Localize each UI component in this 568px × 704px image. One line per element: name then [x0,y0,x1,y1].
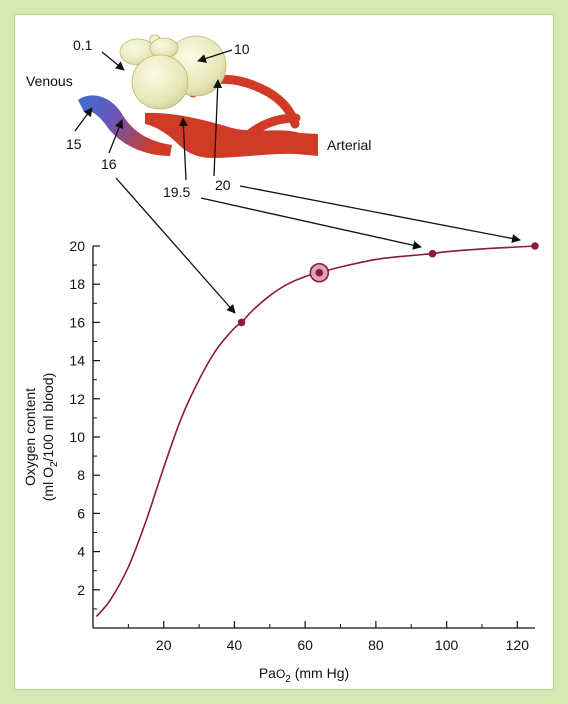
x-tick-label: 120 [506,637,530,653]
pointer-arrows [74,49,521,314]
data-point [428,249,437,258]
x-ticks: 20 40 60 80 100 120 [127,621,530,653]
y-axis-label: Oxygen content [22,388,38,486]
oxygen-content-chart: 2 4 6 8 10 12 14 16 18 20 20 40 60 80 100 120 Oxygen c… [22,238,539,685]
arrow-capillary [178,117,188,181]
dissociation-curve [95,245,536,618]
x-tick-label: 100 [435,637,459,653]
label-mixed-value: 16 [101,156,117,172]
x-tick-label: 60 [297,637,313,653]
y-tick-label: 18 [69,276,85,292]
y-tick-label: 12 [69,391,85,407]
arrow-to-16 [115,177,236,314]
data-points [237,242,539,327]
arterial-vessel [145,112,318,158]
data-point [531,242,539,250]
y-tick-label: 16 [69,314,85,330]
label-arterial: Arterial [327,137,371,153]
y-tick-label: 20 [69,238,85,254]
arrow-lung-right [197,49,233,63]
y-tick-label: 8 [77,467,85,483]
label-venous: Venous [26,73,73,89]
x-tick-label: 80 [368,637,384,653]
y-tick-label: 14 [69,353,85,369]
arrow-to-20 [239,185,521,243]
label-venous-value: 15 [66,136,82,152]
label-lung-upper: 0.1 [73,37,93,53]
y-tick-label: 4 [77,544,85,560]
y-ticks: 2 4 6 8 10 12 14 16 18 20 [69,238,100,610]
arrow-venous [74,107,93,132]
arrow-arterial [213,79,223,177]
alveolus-illustration [78,34,318,158]
y-axis-label-units: (ml O2/100 ml blood) [40,373,60,502]
alveoli [119,34,227,110]
label-arterial-value: 20 [215,177,231,193]
label-capillary-value: 19.5 [163,184,190,200]
y-tick-label: 2 [77,582,85,598]
data-point [237,318,246,327]
arrow-lung-upper [101,51,125,71]
arrow-to-19.5 [200,197,422,250]
x-axis-label: PaO2 (mm Hg) [259,665,349,685]
arrow-mixed [108,119,124,154]
venous-vessel [78,95,172,156]
arterial-branch [235,113,301,147]
label-lung-right: 10 [234,41,250,57]
y-tick-label: 10 [69,429,85,445]
data-point [315,268,324,277]
y-tick-label: 6 [77,505,85,521]
x-tick-label: 20 [156,637,172,653]
x-tick-label: 40 [227,637,243,653]
